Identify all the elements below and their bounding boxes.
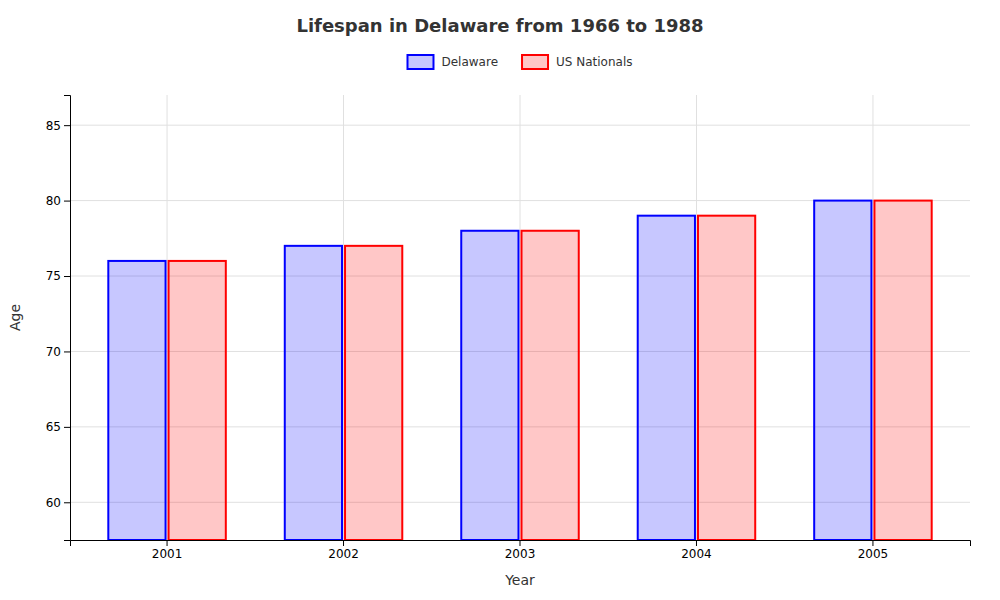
grid-line	[872, 95, 873, 540]
legend: Delaware US Nationals	[407, 55, 632, 69]
grid-line	[696, 95, 697, 540]
tick-mark	[64, 201, 70, 202]
tick: 2001	[152, 540, 183, 561]
tick-mark	[64, 276, 70, 277]
grid-line	[167, 95, 168, 540]
x-axis: 2001 2002 2003 2004 2005	[71, 540, 971, 561]
legend-swatch	[407, 55, 433, 69]
tick-mark	[872, 540, 873, 546]
tick: 70	[46, 345, 70, 359]
bar	[285, 246, 342, 540]
bar	[169, 261, 226, 540]
tick-label: 2005	[858, 547, 889, 561]
tick-label: 80	[46, 194, 61, 208]
grid-line	[343, 95, 344, 540]
bar	[698, 216, 755, 540]
series	[108, 201, 871, 540]
legend-item: Delaware	[407, 55, 498, 69]
tick: 65	[46, 420, 70, 434]
series	[169, 201, 932, 540]
tick-label: 65	[46, 420, 61, 434]
legend-label: Delaware	[441, 55, 498, 69]
tick-label: 75	[46, 269, 61, 283]
tick: 75	[46, 269, 70, 283]
plot-area: 60 65 70 75 80 85 2001 2002 2003 2004 2005	[46, 95, 971, 561]
tick-mark	[696, 540, 697, 546]
tick-label: 85	[46, 119, 61, 133]
tick-label: 2001	[152, 547, 183, 561]
tick-mark	[520, 540, 521, 546]
tick: 60	[46, 496, 70, 510]
tick-label: 2003	[505, 547, 536, 561]
tick: 2004	[681, 540, 712, 561]
tick: 2002	[328, 540, 359, 561]
x-axis-label: Year	[504, 572, 535, 588]
tick-mark	[167, 540, 168, 546]
bar	[874, 201, 931, 540]
legend-swatch	[522, 55, 548, 69]
axis-line	[71, 541, 971, 547]
bar	[638, 216, 695, 540]
y-axis-label: Age	[7, 304, 23, 331]
tick: 2005	[858, 540, 889, 561]
legend-item: US Nationals	[522, 55, 632, 69]
tick-mark	[64, 351, 70, 352]
tick-label: 2004	[681, 547, 712, 561]
tick-label: 70	[46, 345, 61, 359]
tick: 80	[46, 194, 70, 208]
bar	[814, 201, 871, 540]
bar	[522, 231, 579, 540]
tick-label: 2002	[328, 547, 359, 561]
tick-mark	[343, 540, 344, 546]
tick-mark	[64, 427, 70, 428]
title: Lifespan in Delaware from 1966 to 1988	[296, 15, 703, 36]
grid	[70, 95, 970, 540]
bar	[108, 261, 165, 540]
tick: 2003	[505, 540, 536, 561]
tick-mark	[64, 125, 70, 126]
axis-line	[64, 96, 71, 541]
tick-mark	[64, 502, 70, 503]
grid-line	[520, 95, 521, 540]
tick-label: 60	[46, 496, 61, 510]
bars	[108, 201, 931, 540]
legend-label: US Nationals	[556, 55, 632, 69]
bar	[461, 231, 518, 540]
y-axis: 60 65 70 75 80 85	[46, 96, 71, 541]
tick: 85	[46, 119, 70, 133]
bar	[345, 246, 402, 540]
chart: 60 65 70 75 80 85 2001 2002 2003 2004 2005 Year Age L…	[0, 0, 1000, 600]
